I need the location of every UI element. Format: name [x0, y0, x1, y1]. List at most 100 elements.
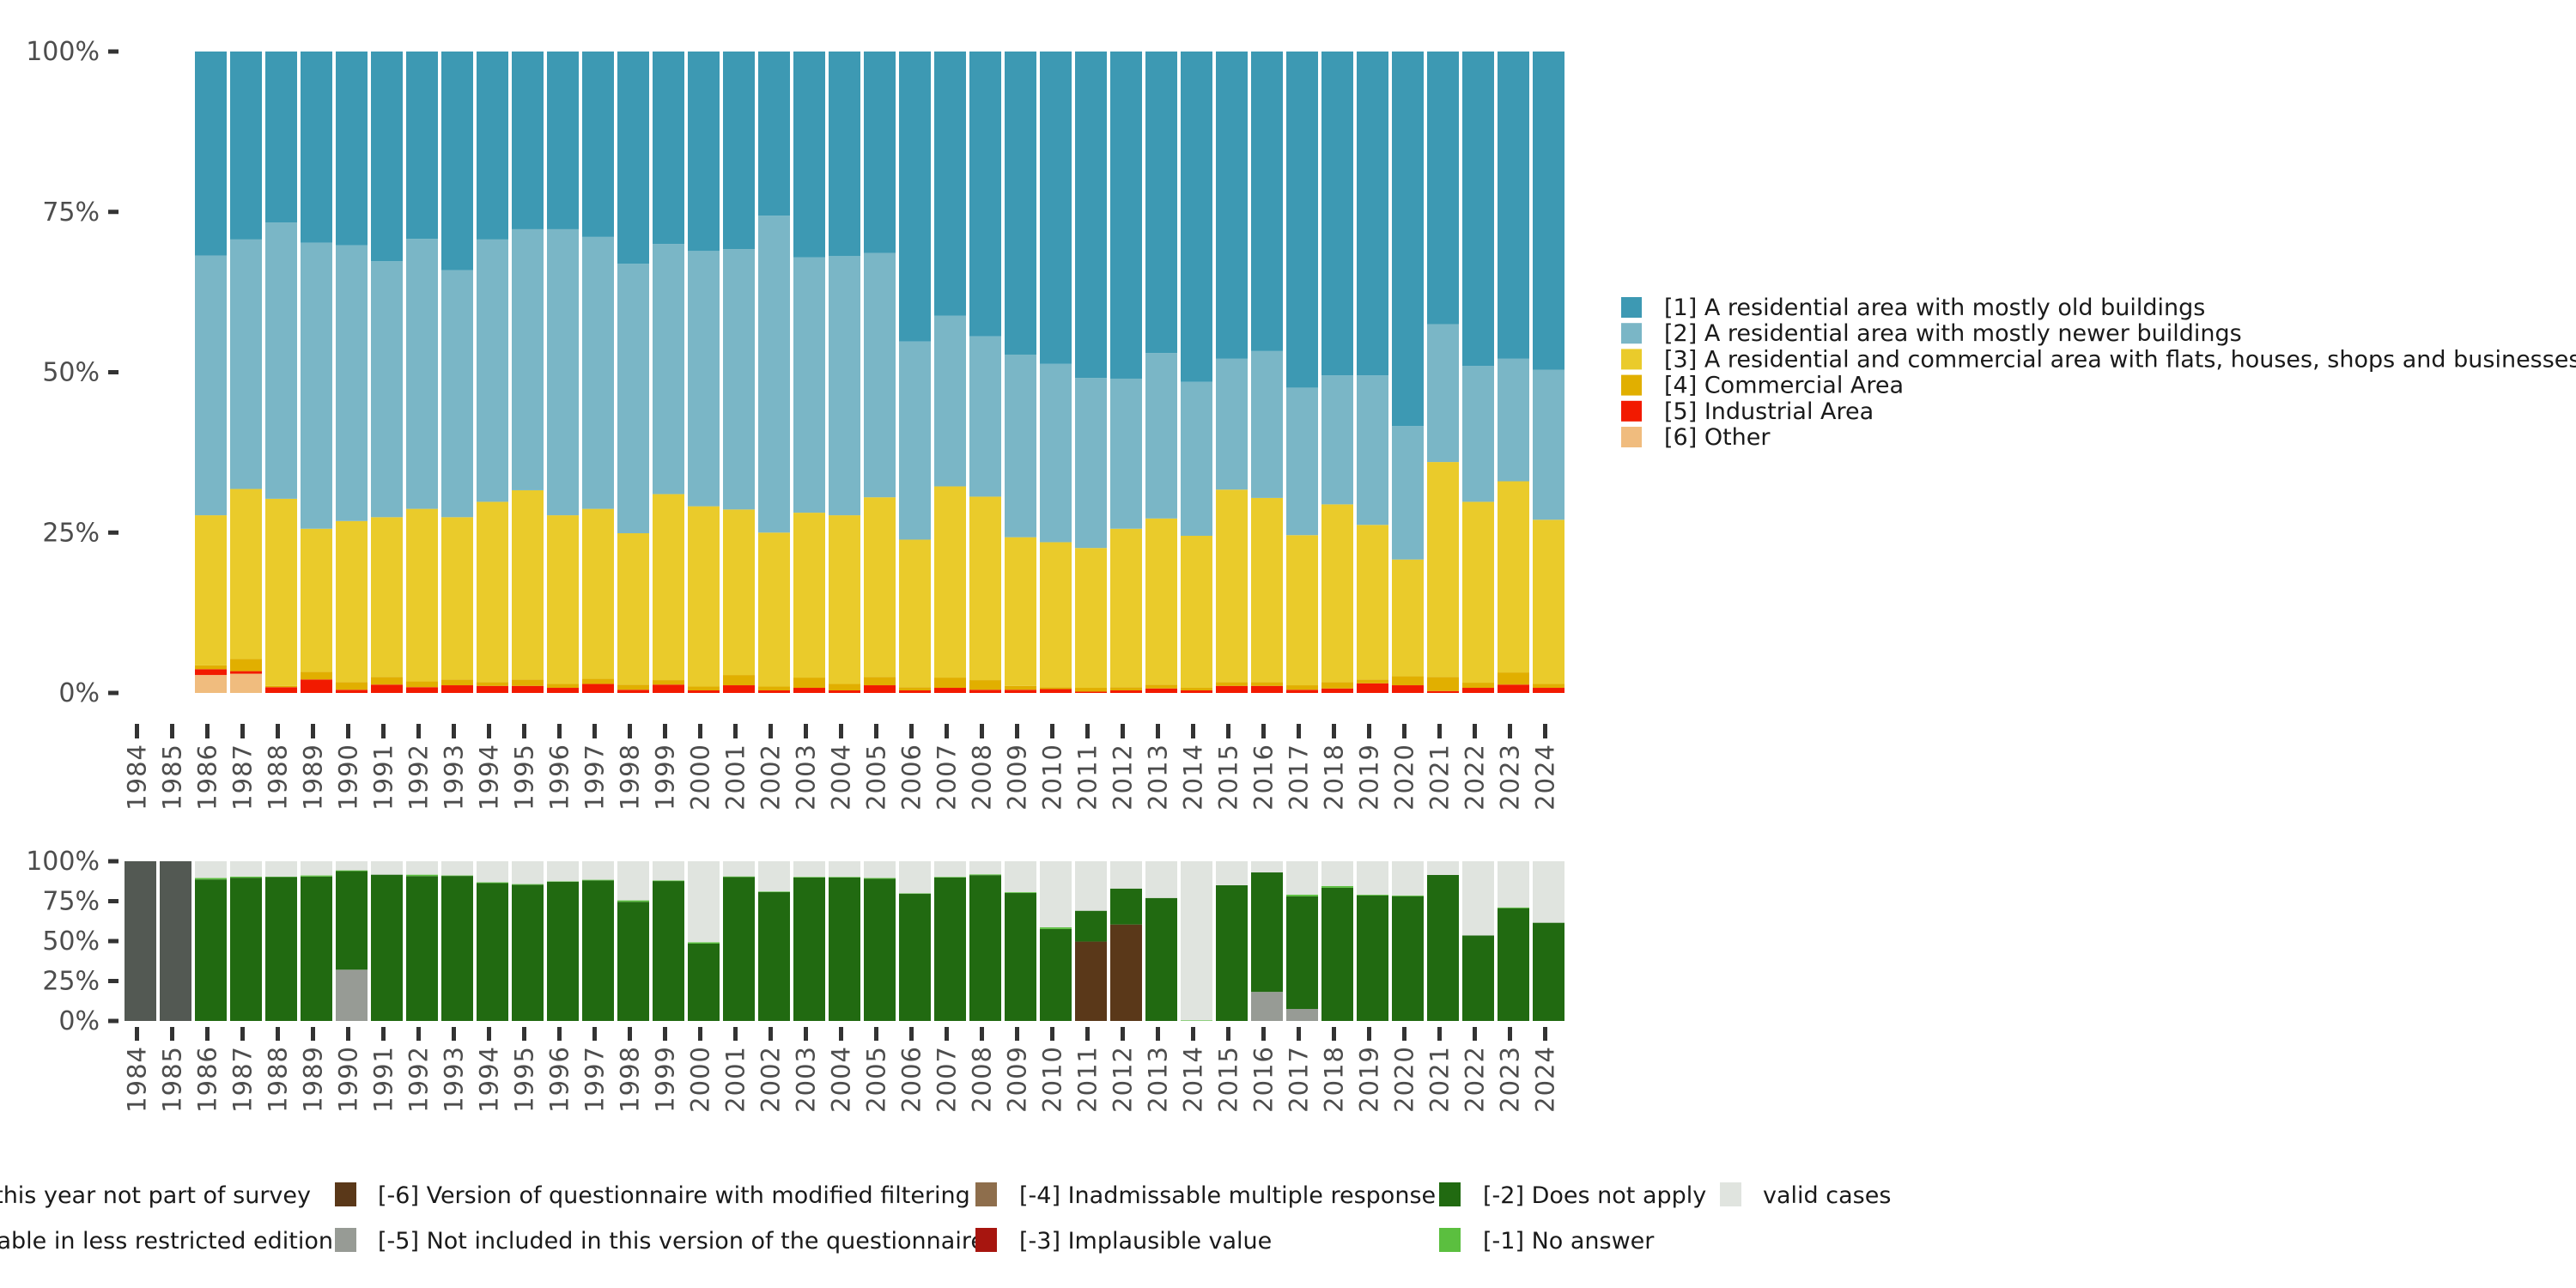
bottom-bar-segment-2011-s2 — [1075, 910, 1107, 942]
bottom-bar-segment-1996-s1 — [547, 881, 579, 882]
top-x-tick-label: 1994 — [475, 744, 504, 811]
top-bar-segment-2017-s4 — [1286, 690, 1318, 693]
bottom-y-tick-label: 75% — [42, 887, 100, 917]
bottom-x-tick-label: 1997 — [580, 1046, 610, 1113]
top-x-tick-label: 1996 — [545, 744, 574, 811]
bottom-x-tick-label: 2018 — [1320, 1046, 1349, 1113]
top-bar-segment-2022-s1 — [1462, 366, 1494, 502]
top-bar-segment-2019-s0 — [1357, 52, 1388, 376]
bottom-bar-segment-2005-s2 — [864, 878, 896, 1021]
top-x-tick-label: 2004 — [827, 744, 856, 811]
bottom-bar-segment-1986-s1 — [195, 878, 227, 880]
top-x-tick-label: 1993 — [440, 744, 469, 811]
top-bar-segment-2009-s3 — [1005, 685, 1036, 690]
top-bar-segment-2021-s0 — [1427, 52, 1459, 325]
bottom-legend-swatch — [335, 1228, 356, 1252]
top-legend-swatch — [1621, 400, 1642, 422]
bottom-legend-label: [-1] No answer — [1483, 1228, 1655, 1255]
bottom-x-tick-label: 2015 — [1214, 1046, 1243, 1113]
bottom-bar-segment-1995-s1 — [512, 884, 544, 885]
top-bar-segment-2000-s0 — [688, 52, 720, 252]
bottom-legend-swatch — [975, 1228, 997, 1252]
top-bar-segment-1994-s2 — [477, 501, 508, 683]
top-bar-segment-1997-s0 — [582, 52, 614, 237]
top-bar-segment-2020-s0 — [1392, 52, 1424, 427]
bottom-bar-segment-2002-s1 — [758, 891, 790, 892]
top-bar-segment-2014-s3 — [1181, 688, 1212, 691]
top-bar-segment-2017-s1 — [1286, 387, 1318, 536]
top-legend-swatch — [1621, 297, 1642, 318]
top-x-tick-label: 1988 — [264, 744, 293, 811]
bottom-bar-segment-2011-s6 — [1075, 941, 1107, 1021]
top-chart-panel — [195, 52, 1564, 693]
top-legend-label: [6] Other — [1664, 424, 1771, 451]
bottom-legend-swatch — [335, 1182, 356, 1206]
bottom-bar-segment-2001-s2 — [723, 877, 755, 1021]
top-bar-segment-1994-s0 — [477, 52, 508, 240]
top-x-tick-label: 1995 — [510, 744, 539, 811]
top-bar-segment-2023-s4 — [1498, 684, 1529, 693]
top-bar-segment-1998-s1 — [617, 264, 649, 533]
bottom-x-tick-label: 1987 — [228, 1046, 258, 1113]
bottom-bar-segment-1993-s2 — [441, 876, 473, 1021]
bottom-x-tick-label: 2022 — [1461, 1046, 1490, 1113]
bottom-bar-segment-2006-s1 — [899, 893, 931, 894]
top-bar-segment-2009-s1 — [1005, 354, 1036, 538]
top-bar-segment-2018-s3 — [1321, 682, 1353, 689]
top-bar-segment-2003-s4 — [793, 688, 825, 693]
bottom-bar-segment-1993-s1 — [441, 875, 473, 877]
bottom-legend-label: valid cases — [1763, 1182, 1891, 1209]
top-bar-segment-1996-s0 — [547, 52, 579, 229]
bottom-bar-segment-1990-s1 — [336, 870, 368, 872]
top-bar-segment-1990-s1 — [336, 245, 368, 521]
bottom-x-tick-label: 2012 — [1109, 1046, 1138, 1113]
top-bar-segment-2020-s3 — [1392, 676, 1424, 686]
top-bar-segment-1991-s3 — [371, 677, 403, 685]
top-bar-segment-1987-s5 — [230, 673, 262, 693]
bottom-x-tick-label: 2011 — [1073, 1046, 1103, 1113]
top-bar-segment-2007-s3 — [934, 677, 966, 689]
bottom-bar-segment-2007-s0 — [934, 861, 966, 878]
top-bar-segment-2012-s3 — [1110, 687, 1142, 691]
top-legend-swatch — [1621, 323, 1642, 344]
bottom-y-tick-label: 25% — [42, 967, 100, 997]
top-bar-segment-2002-s1 — [758, 216, 790, 533]
top-bar-segment-2021-s2 — [1427, 462, 1459, 677]
bottom-bar-segment-2023-s0 — [1498, 861, 1529, 908]
bottom-x-tick-label: 2000 — [686, 1046, 715, 1113]
top-bar-segment-2018-s1 — [1321, 375, 1353, 505]
top-bar-segment-1992-s2 — [406, 508, 438, 682]
top-bar-segment-2013-s3 — [1145, 684, 1177, 689]
top-bar-segment-2016-s4 — [1251, 685, 1283, 693]
top-bar-segment-1992-s3 — [406, 681, 438, 688]
bottom-x-tick-label: 2019 — [1355, 1046, 1384, 1113]
top-bar-segment-1996-s4 — [547, 688, 579, 693]
bottom-bar-segment-2024-s0 — [1533, 861, 1564, 923]
top-x-tick-label: 1997 — [580, 744, 610, 811]
bottom-bar-segment-2012-s2 — [1110, 888, 1142, 925]
bottom-x-tick-label: 1995 — [510, 1046, 539, 1113]
top-bar-segment-1993-s0 — [441, 52, 473, 270]
bottom-bar-segment-2018-s0 — [1321, 861, 1353, 886]
bottom-bar-segment-2018-s2 — [1321, 887, 1353, 1021]
bottom-bar-segment-1991-s0 — [371, 861, 403, 875]
top-x-tick-label: 2005 — [862, 744, 891, 811]
bottom-legend-label: able in less restricted edition — [0, 1228, 333, 1255]
bottom-x-tick-label: 2014 — [1179, 1046, 1208, 1113]
bottom-bar-segment-2018-s1 — [1321, 885, 1353, 888]
bottom-x-tick-label: 1984 — [123, 1046, 152, 1113]
top-bar-segment-2015-s3 — [1216, 682, 1248, 686]
top-x-tick-label: 1990 — [334, 744, 363, 811]
top-bar-segment-2010-s4 — [1040, 689, 1072, 693]
bottom-bar-segment-1993-s0 — [441, 861, 473, 876]
top-bar-segment-2004-s1 — [829, 256, 860, 516]
top-bar-segment-2007-s4 — [934, 688, 966, 693]
bottom-x-tick-label: 2013 — [1144, 1046, 1173, 1113]
bottom-bar-segment-2002-s0 — [758, 861, 790, 892]
bottom-bar-segment-1989-s1 — [301, 875, 332, 877]
bottom-bar-segment-1988-s1 — [265, 876, 297, 878]
bottom-x-tick-label: 2007 — [933, 1046, 962, 1113]
top-bar-segment-2008-s0 — [969, 52, 1001, 337]
bottom-bar-segment-2013-s0 — [1145, 861, 1177, 898]
bottom-bar-segment-1994-s2 — [477, 883, 508, 1021]
